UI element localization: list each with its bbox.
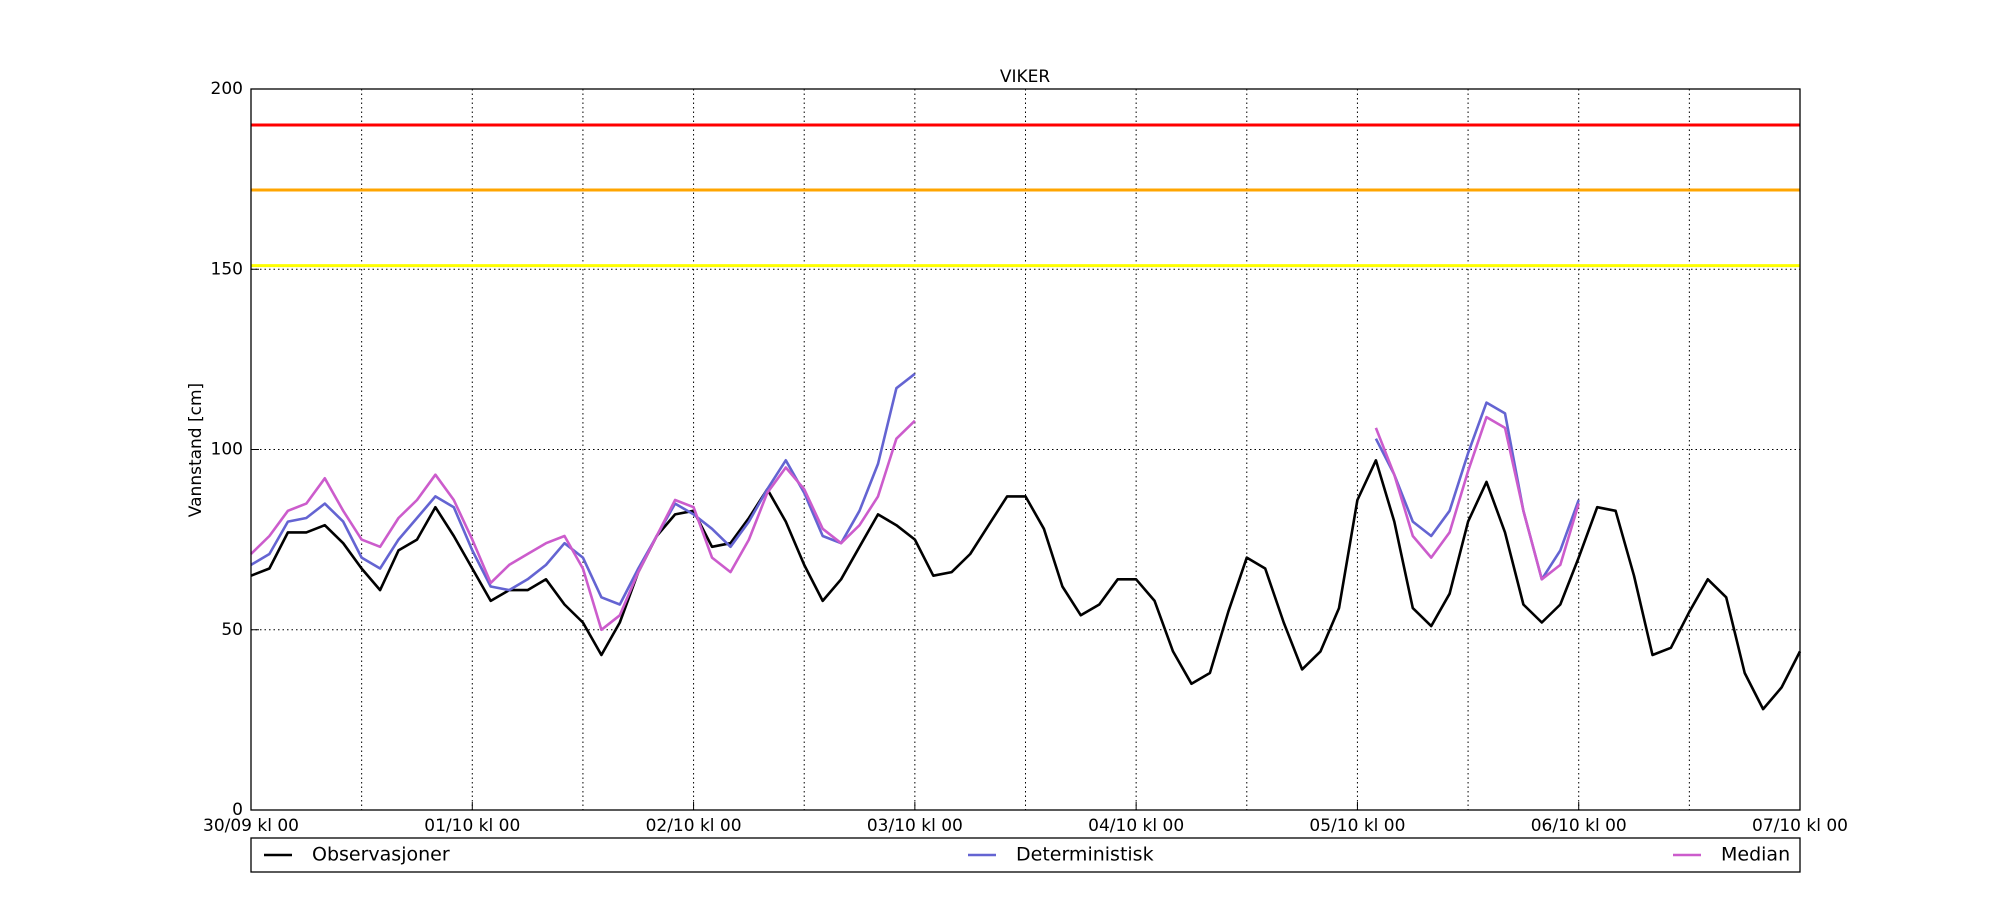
series-line (250, 415, 1580, 632)
series-line (250, 372, 1580, 606)
x-tick-label: 02/10 kl 00 (646, 816, 742, 836)
legend-label: Median (1721, 844, 1790, 866)
x-tick-label: 03/10 kl 00 (867, 816, 963, 836)
chart-title: VIKER (1000, 67, 1051, 87)
y-tick-label: 50 (221, 620, 243, 640)
y-tick-label: 200 (211, 79, 243, 99)
x-tick-label: 04/10 kl 00 (1088, 816, 1184, 836)
plot-frame (250, 88, 1801, 811)
x-tick-label: 07/10 kl 00 (1752, 816, 1848, 836)
x-tick-label: 05/10 kl 00 (1309, 816, 1405, 836)
legend-label: Deterministisk (1016, 844, 1154, 866)
x-tick-label: 06/10 kl 00 (1531, 816, 1627, 836)
legend-label: Observasjoner (312, 844, 450, 866)
y-axis-label: Vannstand [cm] (186, 383, 206, 517)
y-tick-label: 0 (232, 800, 243, 820)
y-tick-label: 150 (211, 259, 243, 279)
x-tick-label: 01/10 kl 00 (424, 816, 520, 836)
legend (250, 837, 1801, 873)
y-tick-label: 100 (211, 440, 243, 460)
x-tick-label: 30/09 kl 00 (203, 816, 299, 836)
